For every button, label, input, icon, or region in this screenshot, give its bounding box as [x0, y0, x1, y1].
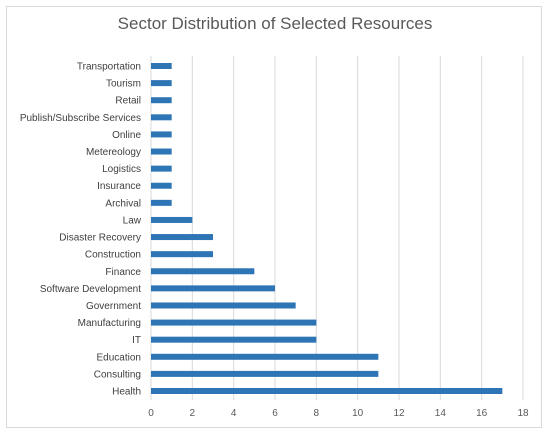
category-label: Law — [123, 215, 142, 226]
bar-software-development — [151, 285, 275, 292]
gridlines — [150, 56, 524, 400]
bar-publish-subscribe-services — [151, 114, 172, 121]
category-label: Education — [97, 352, 141, 363]
bar-transportation — [151, 63, 172, 69]
x-tick-label: 6 — [272, 408, 278, 419]
category-label: Finance — [105, 267, 141, 278]
x-tick-label: 16 — [476, 408, 488, 419]
category-label: Manufacturing — [78, 318, 141, 329]
category-label: Retail — [115, 96, 141, 107]
bar-retail — [151, 97, 172, 104]
category-label: Tourism — [106, 79, 141, 90]
bar-manufacturing — [151, 319, 317, 326]
category-label: Online — [112, 130, 141, 141]
bar-insurance — [151, 182, 172, 189]
x-tick-label: 10 — [352, 408, 364, 419]
x-tick-label: 18 — [517, 408, 529, 419]
category-label: Transportation — [77, 62, 141, 73]
category-label: Metereology — [86, 147, 141, 158]
category-label: Health — [112, 387, 141, 398]
x-tick-label: 8 — [314, 408, 320, 419]
category-label: Software Development — [40, 284, 141, 295]
category-label: Logistics — [102, 164, 141, 175]
category-label: Construction — [85, 250, 141, 261]
bar-education — [151, 353, 379, 360]
category-label: Consulting — [94, 369, 141, 380]
category-label: Government — [86, 301, 141, 312]
bar-government — [151, 302, 296, 309]
bar-health — [151, 388, 503, 394]
category-label: Archival — [105, 198, 141, 209]
x-tick-label: 12 — [393, 408, 405, 419]
bar-tourism — [151, 80, 172, 87]
category-labels: Transportation Tourism Retail Publish/Subsc… — [20, 62, 142, 398]
bars — [151, 63, 503, 394]
bar-finance — [151, 268, 255, 275]
bar-metereology — [151, 148, 172, 155]
x-tick-label: 0 — [148, 408, 154, 419]
bar-disaster-recovery — [151, 234, 213, 241]
category-label: Insurance — [97, 181, 141, 192]
x-tick-labels: 0 2 4 6 8 10 12 14 16 18 — [148, 408, 529, 419]
chart-title: Sector Distribution of Selected Resource… — [117, 14, 433, 33]
bar-logistics — [151, 165, 172, 172]
bar-consulting — [151, 370, 379, 377]
category-label: IT — [132, 335, 141, 346]
x-tick-label: 14 — [435, 408, 447, 419]
x-tick-label: 4 — [231, 408, 237, 419]
bar-online — [151, 131, 172, 138]
category-label: Disaster Recovery — [59, 233, 141, 244]
x-tick-label: 2 — [190, 408, 196, 419]
category-label: Publish/Subscribe Services — [20, 113, 141, 124]
bar-it — [151, 336, 317, 343]
bar-law — [151, 216, 193, 223]
bar-construction — [151, 251, 213, 258]
bar-archival — [151, 199, 172, 206]
